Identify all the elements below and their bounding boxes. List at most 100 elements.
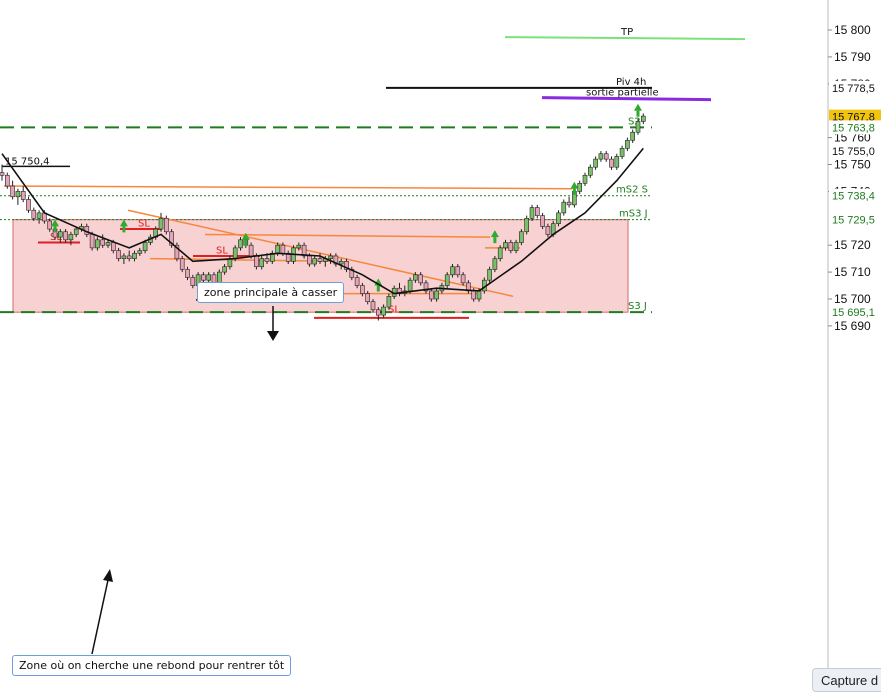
candle-body xyxy=(10,185,15,198)
entry-arrow xyxy=(570,181,579,189)
tp-label: TP xyxy=(620,27,633,38)
candle-body xyxy=(259,258,265,268)
candle-body xyxy=(36,212,42,219)
sl-label-3: SL xyxy=(216,245,228,256)
price-tag-bg xyxy=(829,120,881,135)
candle-body xyxy=(603,153,609,160)
candle-body xyxy=(116,250,121,259)
candle-body xyxy=(476,290,482,300)
arrow-to-rebound-head xyxy=(103,569,113,582)
tp-line xyxy=(504,36,746,41)
entry-arrow xyxy=(119,219,128,227)
candle-body xyxy=(418,274,424,284)
candle-body xyxy=(360,285,365,294)
entry-arrow-stem xyxy=(572,188,576,195)
candle-body xyxy=(89,234,95,249)
candle-body xyxy=(227,258,233,268)
candle-body xyxy=(137,250,143,254)
arrow-to-zone-head xyxy=(267,331,279,341)
candle-body xyxy=(450,266,455,276)
candle-body xyxy=(20,191,26,200)
candle-body xyxy=(640,115,646,122)
candle-body xyxy=(508,242,514,251)
candle-body xyxy=(301,244,307,257)
candle-body xyxy=(238,239,243,249)
candle-body xyxy=(222,266,227,273)
y-tick-label: 15 690 xyxy=(834,319,871,333)
candle-body xyxy=(471,290,477,300)
candle-body xyxy=(365,293,371,302)
entry-arrow-stem xyxy=(53,226,57,233)
arrow-to-rebound-shaft xyxy=(91,579,109,655)
candle-body xyxy=(609,158,614,168)
candle-body xyxy=(31,209,37,219)
level-label-ms2: mS2 S xyxy=(616,185,648,196)
candle-body xyxy=(164,218,169,233)
price-tag-label: 15 738,4 xyxy=(832,191,875,203)
y-tick-label: 15 700 xyxy=(834,292,871,306)
level-layer: S2 mS2 S mS3 J S3 J xyxy=(0,116,652,314)
candle-body xyxy=(460,274,466,284)
entry-arrow xyxy=(51,219,59,227)
candle-body xyxy=(561,201,567,214)
candle-body xyxy=(598,153,604,160)
sl-label-2: SL xyxy=(138,218,150,229)
candle-body xyxy=(95,239,100,249)
candle-body xyxy=(375,309,381,316)
candle-body xyxy=(264,258,270,262)
price-tag-bg xyxy=(829,144,881,159)
candle-body xyxy=(344,261,349,270)
candle-body xyxy=(524,218,530,233)
candle-body xyxy=(545,226,551,235)
candle-body xyxy=(593,158,598,168)
y-tick-label: 15 800 xyxy=(834,23,871,37)
candle-body xyxy=(487,269,492,281)
y-tick-label: 15 720 xyxy=(834,238,871,252)
level-label-s2: S2 xyxy=(628,116,641,127)
candle-body xyxy=(73,228,79,235)
candle-body xyxy=(503,242,508,249)
price-tag-label: 15 778,5 xyxy=(832,83,875,95)
candle-body xyxy=(0,172,5,176)
price-tag-label: 15 729,5 xyxy=(832,215,875,227)
candle-body xyxy=(121,255,127,259)
candle-body xyxy=(444,274,450,286)
candle-body xyxy=(68,234,74,241)
candle-body xyxy=(254,255,259,268)
candle-body xyxy=(566,201,572,206)
candle-body xyxy=(232,247,238,259)
candle-body xyxy=(111,242,116,251)
candle-body xyxy=(428,290,434,300)
candle-body xyxy=(105,242,111,246)
candle-body xyxy=(63,231,68,241)
candle-body xyxy=(280,244,286,254)
price-tag-bg xyxy=(829,109,881,124)
candle-body xyxy=(179,258,185,270)
candle-body xyxy=(15,191,21,198)
level-label-ms3: mS3 J xyxy=(619,209,648,220)
candle-body xyxy=(307,255,312,265)
candle-body xyxy=(132,252,137,259)
entry-arrow-stem xyxy=(122,226,126,233)
sl-label-4: SL xyxy=(388,304,400,315)
price-tag-label: 15 695,1 xyxy=(832,307,875,319)
y-tick-label: 15 710 xyxy=(834,265,871,279)
candle-body xyxy=(190,277,196,286)
candle-body xyxy=(206,274,211,281)
candle-body xyxy=(296,244,302,249)
moving-average-line xyxy=(1,147,644,295)
candle-body xyxy=(619,148,625,157)
candle-body xyxy=(492,258,498,270)
level-label-s3: S3 J xyxy=(628,301,647,312)
ma-layer xyxy=(1,147,644,295)
y-tick-label: 15 750 xyxy=(834,158,871,172)
candle-body xyxy=(434,290,439,300)
candle-body xyxy=(142,242,148,251)
candle-body xyxy=(100,239,105,246)
candle-body xyxy=(201,274,206,281)
candle-body xyxy=(174,244,180,259)
sortie-partielle-line xyxy=(541,96,712,102)
entry-arrow-stem xyxy=(376,285,380,292)
